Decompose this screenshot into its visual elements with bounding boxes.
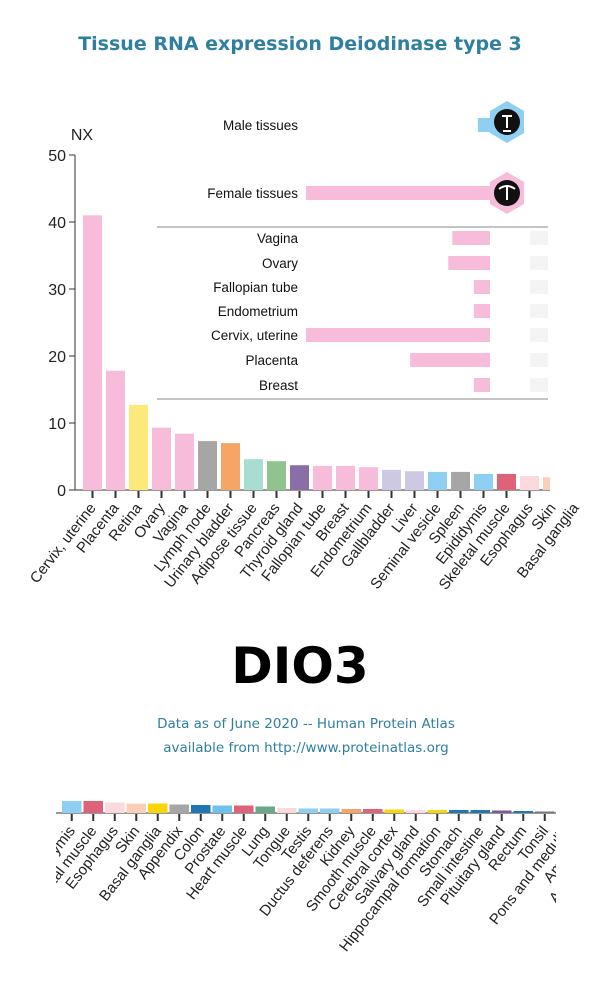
cell <box>530 328 548 342</box>
bar <box>84 801 104 813</box>
row-label: Vagina <box>257 231 299 246</box>
bar <box>175 434 194 490</box>
y-tick-label: 0 <box>57 483 66 500</box>
bar <box>471 810 491 813</box>
row-label: Endometrium <box>218 304 298 319</box>
bar <box>313 466 332 490</box>
bar <box>382 470 401 490</box>
bar <box>474 378 490 392</box>
bar <box>514 811 534 813</box>
caption: Data as of June 2020 -- Human Protein At… <box>157 716 455 732</box>
bar <box>191 805 211 813</box>
bar <box>106 371 125 490</box>
bar <box>451 472 470 490</box>
bar <box>277 808 297 813</box>
bar <box>148 804 168 814</box>
caption: available from http://www.proteinatlas.o… <box>163 740 449 756</box>
row-label: Breast <box>259 378 298 393</box>
bar <box>306 186 490 200</box>
row-label: Fallopian tube <box>213 280 298 295</box>
bar <box>105 803 125 814</box>
bar <box>405 471 424 490</box>
cell <box>530 256 548 270</box>
row-label: Ovary <box>262 256 298 271</box>
bar <box>152 428 171 490</box>
cell <box>530 378 548 392</box>
main-chart <box>75 215 600 498</box>
bar <box>410 353 490 367</box>
bar <box>62 801 82 813</box>
bar <box>566 477 585 490</box>
row-label: Female tissues <box>207 186 298 201</box>
bar <box>129 405 148 490</box>
bar <box>234 806 254 814</box>
bar <box>359 467 378 490</box>
bar <box>543 477 562 490</box>
row-label: Male tissues <box>223 118 298 133</box>
bar <box>449 810 469 813</box>
bar <box>428 810 448 813</box>
bar <box>474 304 490 318</box>
bar <box>198 441 217 490</box>
bar <box>520 476 539 490</box>
bar <box>492 811 512 814</box>
bar <box>256 807 276 814</box>
y-tick-label: 50 <box>48 148 66 165</box>
bar <box>320 809 340 814</box>
bar <box>474 280 490 294</box>
bar <box>535 812 555 814</box>
cell <box>530 280 548 294</box>
tissue-panel: Male tissues Female tissues Vagina Ovary Fal… <box>157 101 548 399</box>
bar <box>83 215 102 490</box>
bar <box>342 809 362 813</box>
bar <box>428 472 447 490</box>
bar <box>363 809 383 813</box>
bar <box>127 804 147 814</box>
bar <box>406 810 426 813</box>
bar <box>474 474 493 490</box>
y-tick-label: 10 <box>48 416 66 433</box>
cell <box>530 353 548 367</box>
bar <box>578 812 598 813</box>
bar <box>267 461 286 490</box>
bar <box>299 809 319 814</box>
bar <box>336 466 355 490</box>
row-label: Placenta <box>245 353 298 368</box>
bar <box>170 805 190 814</box>
row-label: Cervix, uterine <box>211 328 298 343</box>
bar <box>497 474 516 490</box>
y-tick-label: 20 <box>48 349 66 366</box>
bar <box>478 118 490 132</box>
cell <box>530 304 548 318</box>
bar <box>448 256 490 270</box>
y-tick-label: 30 <box>48 282 66 299</box>
cell <box>530 231 548 245</box>
chart-title: Tissue RNA expression Deiodinase type 3 <box>78 33 522 55</box>
y-axis-label: NX <box>71 127 94 144</box>
y-tick-label: 40 <box>48 215 66 232</box>
bar <box>452 231 490 245</box>
bar <box>213 806 233 814</box>
bar <box>385 810 405 814</box>
bar <box>290 465 309 490</box>
gene-name: DIO3 <box>231 637 368 695</box>
bar <box>557 812 577 814</box>
bar <box>244 459 263 490</box>
bar <box>306 328 490 342</box>
bar <box>221 443 240 490</box>
